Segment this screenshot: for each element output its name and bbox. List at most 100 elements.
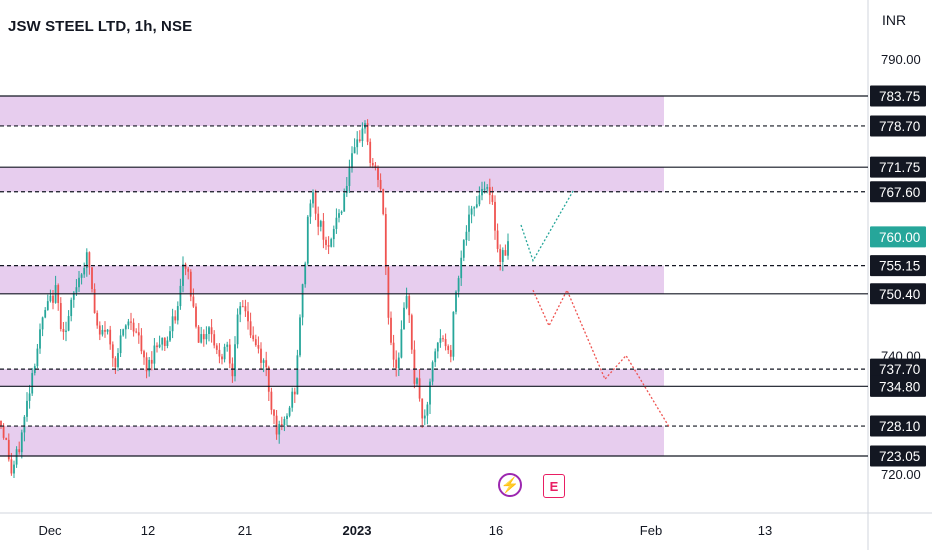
candle-body — [239, 306, 242, 315]
candle-body — [249, 321, 252, 336]
projection-down-path — [532, 288, 670, 428]
candle-body — [72, 292, 75, 300]
candle-body — [171, 316, 174, 332]
candle-body — [413, 349, 416, 384]
candle-body — [210, 327, 213, 335]
candle-body — [312, 192, 314, 204]
lightning-icon[interactable]: ⚡ — [498, 473, 522, 497]
candle-body — [288, 407, 291, 416]
candle-body — [104, 329, 106, 332]
level-label-728.10: 728.10 — [879, 419, 920, 434]
candle-body — [418, 378, 421, 399]
candle-body — [0, 420, 2, 426]
candle-body — [356, 139, 359, 148]
candle-body — [366, 123, 369, 142]
candle-body — [247, 311, 249, 322]
candle-body — [462, 240, 465, 258]
candle-body — [41, 317, 44, 330]
candle-body — [439, 338, 442, 343]
candle-body — [501, 250, 504, 263]
candle-body — [345, 185, 348, 194]
candle-body — [265, 360, 268, 368]
candle-body — [202, 334, 205, 340]
candle-body — [270, 391, 273, 410]
current-price-bg — [870, 226, 926, 248]
time-label-Feb: Feb — [640, 523, 662, 538]
candle-body — [7, 439, 10, 460]
candle-body — [468, 214, 470, 232]
candle-body — [325, 239, 327, 246]
candle-body — [163, 337, 166, 346]
candle-body — [135, 331, 138, 333]
candles-group — [0, 119, 509, 479]
level-label-737.70: 737.70 — [879, 362, 920, 377]
candle-body — [449, 350, 452, 357]
level-label-bg-755.15 — [870, 255, 926, 277]
level-label-783.75: 783.75 — [879, 89, 920, 104]
candle-body — [444, 339, 447, 347]
candle-body — [322, 221, 325, 240]
candle-body — [26, 400, 28, 417]
candle-body — [127, 321, 130, 326]
candle-body — [405, 296, 408, 308]
candle-body — [130, 321, 132, 323]
candle-body — [457, 278, 460, 292]
candle-body — [335, 217, 338, 229]
candle-body — [226, 344, 229, 347]
candle-body — [504, 250, 507, 256]
candle-body — [23, 416, 26, 433]
candle-body — [390, 317, 392, 343]
candle-body — [262, 360, 265, 363]
zone-rect-1 — [0, 167, 664, 192]
time-label-16: 16 — [489, 523, 503, 538]
candle-body — [184, 264, 187, 269]
candle-body — [470, 208, 473, 215]
candle-body — [400, 329, 403, 358]
candle-body — [80, 274, 83, 278]
candle-body — [231, 363, 234, 377]
level-label-bg-783.75 — [870, 85, 926, 107]
candle-body — [395, 359, 398, 369]
candle-body — [429, 381, 431, 405]
candle-body — [85, 252, 88, 269]
candle-body — [447, 346, 450, 351]
candle-body — [387, 267, 390, 318]
candle-body — [132, 322, 135, 332]
candle-body — [5, 437, 8, 440]
candle-body — [145, 357, 148, 372]
candle-body — [49, 295, 52, 302]
candle-body — [234, 344, 236, 377]
candle-body — [330, 239, 333, 247]
earnings-event-badge[interactable]: E — [543, 474, 565, 498]
price-tick-790.00: 790.00 — [881, 52, 921, 67]
candle-body — [28, 393, 31, 401]
candle-body — [215, 345, 218, 350]
candle-body — [254, 339, 257, 346]
candle-body — [353, 147, 356, 154]
zone-rect-4 — [0, 426, 664, 457]
candle-body — [156, 345, 158, 348]
level-label-bg-734.80 — [870, 375, 926, 397]
candle-body — [83, 268, 86, 275]
candle-body — [483, 188, 486, 190]
candle-body — [158, 344, 161, 348]
candle-body — [221, 356, 223, 360]
candle-body — [252, 335, 255, 340]
candle-body — [96, 312, 99, 326]
candle-body — [317, 213, 320, 227]
candle-body — [278, 424, 281, 435]
current-price-label: 760.00 — [879, 230, 920, 245]
candle-body — [507, 241, 509, 256]
level-label-767.60: 767.60 — [879, 185, 920, 200]
candle-body — [189, 271, 192, 297]
candle-body — [478, 195, 481, 205]
candle-body — [499, 248, 502, 263]
zone-rect-0 — [0, 96, 664, 126]
candle-body — [223, 346, 226, 360]
candle-body — [416, 378, 418, 384]
candle-body — [291, 391, 294, 408]
level-label-bg-723.05 — [870, 445, 926, 467]
candle-body — [327, 245, 330, 247]
time-label-2023: 2023 — [343, 523, 372, 538]
